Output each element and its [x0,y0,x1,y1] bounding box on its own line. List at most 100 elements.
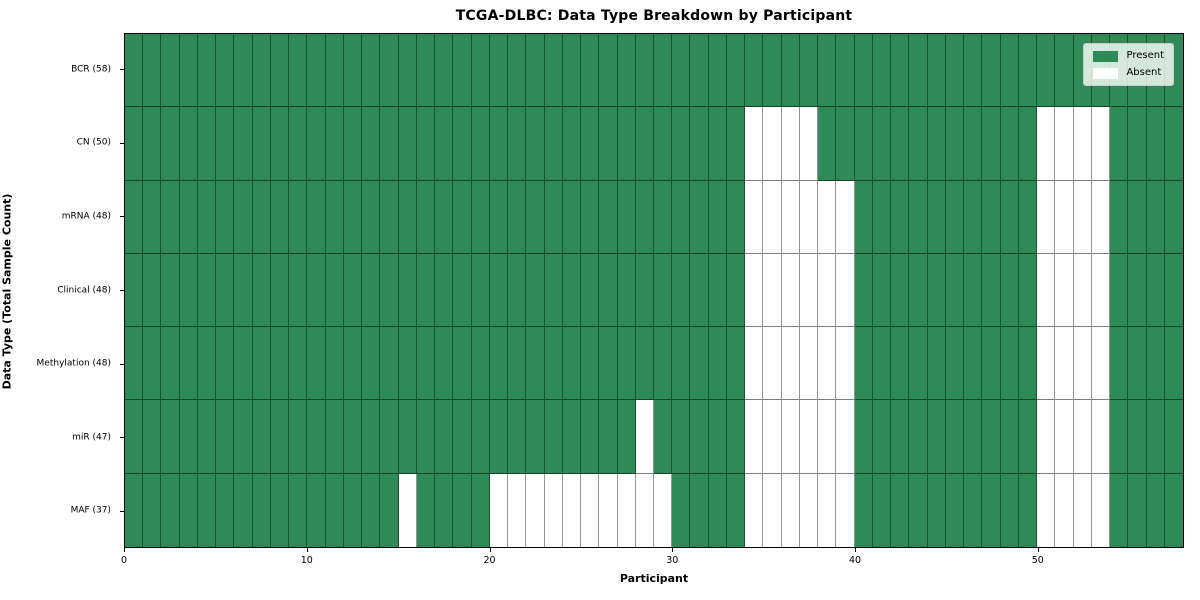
heatmap-cell [617,180,636,254]
heatmap-cell [927,107,946,181]
heatmap-cell [252,473,271,547]
heatmap-cell [726,473,746,547]
heatmap-cell [471,473,490,547]
heatmap-cell [672,327,691,401]
heatmap-cell [1037,180,1056,254]
legend-label-present: Present [1126,50,1164,61]
heatmap-cell [854,107,873,181]
heatmap-cell [1037,400,1056,474]
heatmap-cell [872,473,892,547]
heatmap-cell [270,253,290,328]
heatmap-cell [872,253,892,328]
heatmap-cell [1164,327,1183,401]
heatmap-cell [617,107,636,181]
absent-swatch [1093,67,1119,79]
heatmap-cell [161,180,180,254]
heatmap-cell [964,400,983,474]
heatmap-cell [343,473,363,547]
heatmap-cell [1000,473,1019,547]
heatmap-cell [763,327,782,401]
heatmap-cell [307,34,326,108]
heatmap-cell [1000,400,1019,474]
heatmap-cell [891,180,910,254]
heatmap-cell [781,34,800,108]
heatmap-cell [909,473,928,547]
heatmap-cell [544,400,563,474]
heatmap-cell [1000,34,1019,108]
heatmap-cell [891,34,910,108]
heatmap-cell [252,253,271,328]
axes: Present Absent [124,33,1184,548]
heatmap-cell [307,327,326,401]
heatmap-cell [416,253,436,328]
heatmap-cell [1037,473,1056,547]
heatmap-cell [945,180,965,254]
heatmap-cell [909,107,928,181]
heatmap-cell [781,473,800,547]
heatmap-cell [325,180,344,254]
heatmap-cell [1018,400,1038,474]
heatmap-cell [836,327,855,401]
heatmap-cell [799,107,819,181]
heatmap-cell [945,473,965,547]
heatmap-cell [252,107,271,181]
heatmap-cell [453,327,472,401]
heatmap-cell [435,34,454,108]
heatmap-cell [125,327,144,401]
heatmap-cell [690,107,709,181]
heatmap-cell [416,400,436,474]
heatmap-cell [526,107,545,181]
heatmap-cell [617,400,636,474]
heatmap-cell [836,473,855,547]
heatmap-cell [526,34,545,108]
heatmap-cell [726,253,746,328]
heatmap-cell [653,253,673,328]
y-axis-label: Data Type (Total Sample Count) [0,193,14,390]
heatmap-cell [1164,107,1183,181]
heatmap-cell [1000,180,1019,254]
heatmap-cell [818,400,837,474]
heatmap-cell [179,180,198,254]
heatmap-cell [562,327,582,401]
heatmap-cell [508,180,527,254]
heatmap-cell [161,253,180,328]
heatmap-cell [909,180,928,254]
heatmap-cell [690,400,709,474]
heatmap-cell [653,400,673,474]
xtick-mark [124,548,125,552]
heatmap-cell [708,253,727,328]
heatmap-cell [763,180,782,254]
heatmap-cell [343,253,363,328]
heatmap-cell [544,180,563,254]
heatmap-cell [362,34,381,108]
heatmap-cell [617,253,636,328]
heatmap-cell [617,34,636,108]
heatmap-cell [581,473,600,547]
heatmap-cell [508,107,527,181]
heatmap-cell [508,400,527,474]
ytick-mark [120,437,124,439]
heatmap-cell [763,473,782,547]
heatmap-cell [854,34,873,108]
legend-label-absent: Absent [1126,67,1162,78]
x-axis-label: Participant [619,572,689,585]
heatmap-cell [489,327,509,401]
heatmap-cell [726,327,746,401]
heatmap-cell [143,473,162,547]
heatmap-cell [982,473,1001,547]
heatmap-cell [581,327,600,401]
heatmap-cell [854,327,873,401]
heatmap-cell [562,180,582,254]
ytick-label: Clinical (48) [57,285,111,295]
heatmap-cell [927,473,946,547]
heatmap-cell [270,400,290,474]
heatmap-cell [471,180,490,254]
heatmap-cell [544,253,563,328]
heatmap-cell [836,180,855,254]
heatmap-cell [1128,180,1147,254]
heatmap-cell [1091,473,1111,547]
heatmap-cell [343,400,363,474]
heatmap-cell [197,180,217,254]
heatmap-cell [1128,400,1147,474]
heatmap-cell [1110,180,1129,254]
